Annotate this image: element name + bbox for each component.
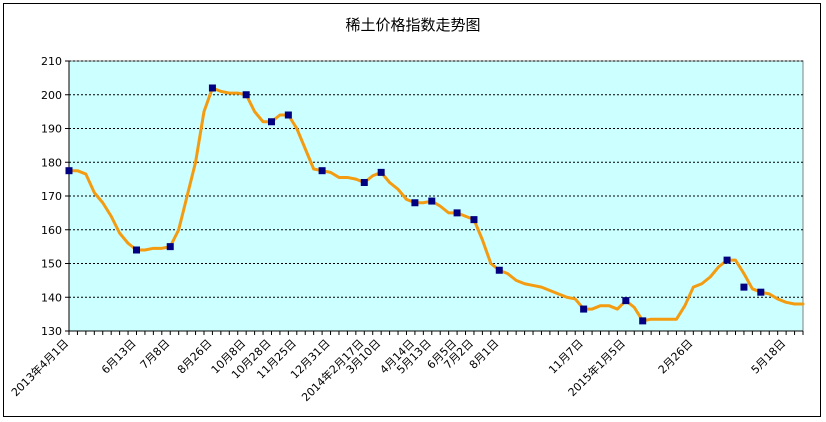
x-tick-label: 2013年4月1日: [8, 336, 71, 399]
data-point-marker: [622, 297, 630, 305]
x-tick-label: 11月7日: [546, 337, 586, 377]
y-tick-label: 130: [41, 325, 62, 338]
series-line-group: [67, 86, 805, 323]
data-point-marker: [453, 209, 461, 217]
y-axis: 130 140 150 160 170 180 190 200 210: [41, 55, 70, 338]
data-point-marker: [639, 317, 647, 325]
y-tick-label: 160: [41, 224, 62, 237]
x-tick-label: 7月8日: [138, 337, 173, 372]
data-point-marker: [318, 167, 326, 175]
data-point-marker: [267, 118, 275, 126]
y-tick-label: 150: [41, 258, 62, 271]
data-point-marker: [411, 199, 419, 207]
data-point-marker: [208, 84, 216, 92]
data-point-marker: [284, 111, 292, 119]
chart-title: 稀土价格指数走势图: [345, 16, 481, 34]
x-tick-label: 2月26日: [656, 337, 696, 377]
data-point-marker: [740, 283, 748, 291]
y-tick-label: 170: [41, 190, 62, 203]
y-tick-label: 140: [41, 291, 62, 304]
data-point-marker: [166, 243, 174, 251]
y-tick-label: 200: [41, 89, 62, 102]
y-tick-label: 210: [41, 55, 62, 68]
data-point-marker: [65, 167, 73, 175]
data-point-marker: [242, 91, 250, 99]
y-tick-label: 180: [41, 156, 62, 169]
x-tick-label: 5月18日: [749, 337, 789, 377]
y-tick-label: 190: [41, 123, 62, 136]
data-point-marker: [377, 168, 385, 176]
data-point-marker: [723, 256, 731, 264]
data-point-marker: [132, 246, 140, 254]
data-point-marker: [428, 197, 436, 205]
data-point-marker: [470, 216, 478, 224]
data-point-marker: [495, 266, 503, 274]
data-point-marker: [580, 305, 588, 313]
x-tick-label: 8月26日: [175, 337, 215, 377]
series-line: [67, 86, 805, 323]
data-point-marker: [360, 179, 368, 186]
plot-area: [68, 60, 804, 332]
data-point-marker: [757, 288, 765, 296]
x-axis: 2013年4月1日 6月13日 7月8日 8月26日10月8日10月28日11月25日…: [8, 330, 804, 404]
series-markers: [65, 84, 765, 325]
x-tick-label: 6月13日: [99, 337, 139, 377]
